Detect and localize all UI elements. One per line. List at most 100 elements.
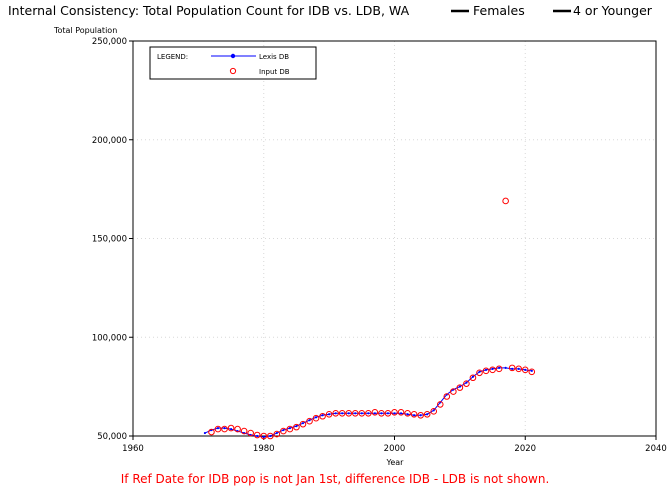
chart-title: Internal Consistency: Total Population C… (8, 3, 410, 18)
input-db-point (214, 425, 222, 433)
lexis-db-line (204, 367, 532, 438)
lexis-db-point (354, 412, 357, 415)
input-db-point (476, 369, 483, 377)
input-db-point (489, 366, 496, 374)
x-axis-label: Year (386, 458, 405, 467)
input-db-point (306, 417, 313, 425)
lexis-db-point (203, 431, 207, 435)
lexis-db-point (504, 366, 507, 369)
input-db-point (502, 197, 509, 205)
lexis-db-point (413, 414, 416, 417)
input-db-point (234, 425, 241, 433)
lexis-db-point (256, 434, 259, 438)
x-tick-label: 1960 (122, 444, 144, 454)
input-db-point (208, 428, 215, 436)
y-tick-label: 200,000 (92, 136, 127, 146)
lexis-db-point (458, 385, 461, 388)
legend-input-label: Input DB (259, 68, 290, 76)
input-db-point (247, 429, 254, 437)
lexis-db-point (367, 412, 370, 415)
lexis-db-point (360, 412, 363, 415)
input-db-point (495, 365, 503, 373)
footnote: If Ref Date for IDB pop is not Jan 1st, … (121, 472, 550, 486)
input-db-point (391, 409, 398, 416)
lexis-db-point (301, 422, 305, 425)
legend: LEGEND: Lexis DB Input DB (149, 46, 317, 80)
lexis-db-point (399, 412, 403, 415)
lexis-db-point (269, 434, 272, 438)
lexis-db-point (288, 427, 291, 430)
grid (133, 41, 656, 436)
input-db-point (417, 411, 424, 419)
input-db-point (423, 410, 431, 418)
lexis-db-point (419, 414, 422, 417)
y-tick-label: 50,000 (97, 432, 127, 442)
input-db-point (266, 432, 274, 440)
input-db-point (450, 388, 457, 395)
lexis-db-point (275, 431, 278, 435)
lexis-db-point (511, 367, 514, 370)
y-tick-label: 150,000 (92, 235, 127, 245)
input-db-point (286, 425, 294, 433)
input-db-point (384, 409, 392, 417)
lexis-db-point (426, 413, 429, 416)
title-legend-age-label: 4 or Younger (573, 3, 653, 18)
lexis-db-point (334, 412, 337, 415)
x-axis: 1960 1980 2000 2020 2040 (122, 436, 667, 454)
input-db-point (508, 364, 516, 372)
lexis-db-point (498, 366, 501, 369)
input-db-point (463, 380, 470, 387)
lexis-db-point (386, 412, 390, 415)
y-tick-label: 250,000 (92, 37, 127, 47)
title-legend-females-label: Females (473, 3, 525, 18)
lexis-db-point (308, 419, 311, 422)
input-db-point (332, 409, 339, 417)
lexis-db-point (321, 414, 324, 417)
x-tick-label: 1980 (253, 444, 275, 454)
input-db-point (312, 414, 320, 422)
input-db-point (365, 409, 372, 417)
legend-lexis-label: Lexis DB (259, 53, 289, 61)
lexis-db-point (347, 412, 350, 415)
lexis-db-point (471, 375, 475, 378)
input-db-point (397, 409, 405, 416)
lexis-db-point (341, 412, 344, 415)
x-tick-label: 2020 (514, 444, 536, 454)
input-db-point (253, 431, 261, 439)
lexis-db-point (380, 412, 383, 415)
input-db-point (430, 408, 438, 415)
y-axis: 50,000 100,000 150,000 200,000 250,000 (92, 37, 133, 442)
input-db-point (345, 409, 353, 417)
lexis-db-point (524, 368, 527, 371)
input-db-point (273, 430, 281, 438)
legend-box (149, 46, 317, 80)
lexis-db-point (216, 427, 220, 430)
input-db-point (410, 410, 418, 418)
y-tick-label: 100,000 (92, 333, 127, 343)
input-db-point (351, 409, 359, 417)
lexis-db-point (223, 427, 226, 430)
series (203, 197, 536, 440)
input-db-point (358, 409, 366, 417)
x-tick-label: 2040 (645, 444, 667, 454)
lexis-db-point (282, 428, 285, 432)
input-db-point (325, 410, 333, 418)
input-db-point (436, 401, 444, 408)
input-db-point (443, 393, 451, 400)
input-db-point (293, 423, 300, 431)
y-axis-label: Total Population (53, 26, 117, 35)
input-db-point (528, 368, 536, 376)
lexis-db-point (484, 368, 488, 371)
x-tick-label: 2000 (384, 444, 406, 454)
lexis-db-point (229, 427, 233, 431)
input-db-point (456, 384, 464, 391)
input-db-point (482, 367, 490, 375)
lexis-db-point (465, 381, 468, 384)
lexis-db-point (262, 435, 265, 439)
lexis-db-point (373, 412, 376, 415)
lexis-db-point (328, 413, 331, 416)
input-db-point (338, 409, 346, 417)
input-db-point (280, 427, 287, 435)
